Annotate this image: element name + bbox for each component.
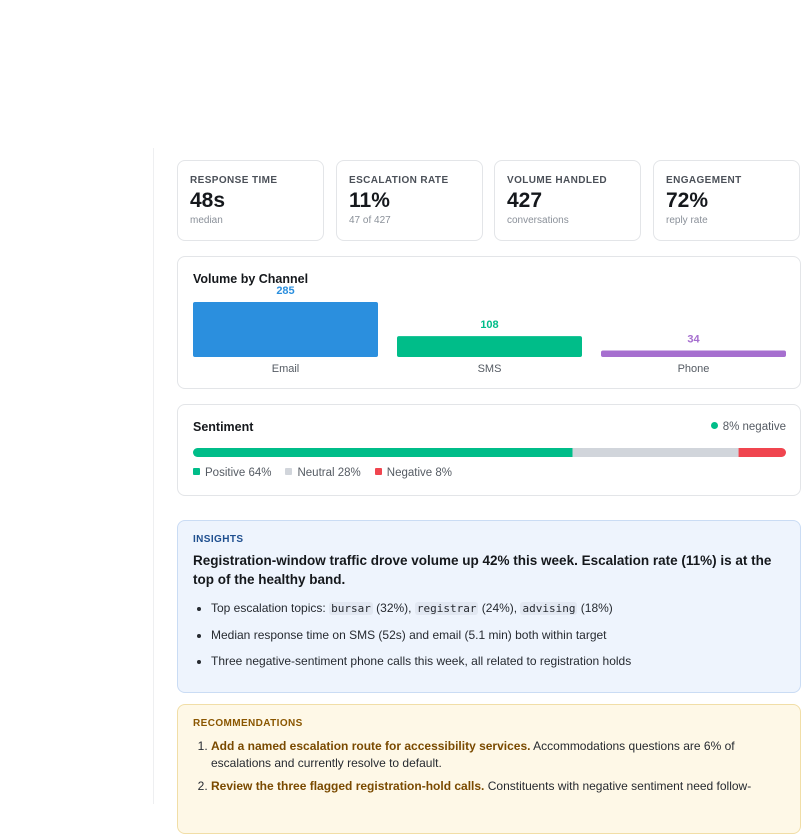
- kpi-sub: conversations: [507, 215, 569, 226]
- text-span: Three negative-sentiment phone calls thi…: [211, 654, 632, 668]
- kpi-sub: 47 of 427: [349, 215, 391, 226]
- kpi-label: RESPONSE TIME: [190, 175, 278, 186]
- recommendation-list: Add a named escalation route for accessi…: [193, 738, 785, 795]
- text-span: (18%): [577, 601, 613, 615]
- kpi-label: VOLUME HANDLED: [507, 175, 608, 186]
- bar: [193, 302, 378, 357]
- text-span: (24%),: [478, 601, 521, 615]
- kpi-value: 48s: [190, 189, 226, 212]
- category-label: SMS: [478, 363, 502, 375]
- bar: [397, 336, 582, 357]
- insight-item: Median response time on SMS (52s) and em…: [211, 627, 785, 643]
- value-label: 285: [276, 285, 294, 297]
- text-span: (32%),: [372, 601, 415, 615]
- kpi-card: ENGAGEMENT 72% reply rate: [653, 160, 800, 241]
- kpi-sub: median: [190, 215, 223, 226]
- legend-label: Positive 64%: [205, 467, 272, 479]
- insights-card: INSIGHTS Registration-window traffic dro…: [177, 520, 801, 693]
- recommendation-title: Add a named escalation route for accessi…: [211, 739, 531, 753]
- text-span: Median response time on SMS (52s) and em…: [211, 628, 607, 642]
- recommendation-item: Add a named escalation route for accessi…: [211, 738, 785, 772]
- recommendation-title: Review the three flagged registration-ho…: [211, 779, 485, 793]
- sentiment-card: Sentiment 8% negative Positive 64% Neutra…: [177, 404, 801, 496]
- section-heading: RECOMMENDATIONS: [193, 718, 303, 729]
- volume-card: Volume by Channel 285 Email 108 SMS 34 Phone: [177, 256, 801, 389]
- sentiment-segment: [572, 448, 739, 457]
- section-heading: INSIGHTS: [193, 534, 244, 545]
- sentiment-bar: [193, 448, 786, 457]
- legend-label: Negative 8%: [386, 467, 452, 479]
- card-title: Sentiment: [193, 420, 254, 434]
- category-label: Phone: [678, 363, 710, 375]
- kpi-sub: reply rate: [666, 215, 708, 226]
- recommendation-text: Constituents with negative sentiment nee…: [484, 779, 752, 793]
- sentiment-segment: [738, 448, 786, 457]
- kpi-label: ENGAGEMENT: [666, 175, 742, 186]
- recommendation-text: Accommodations questions are 6% of escal…: [211, 739, 735, 770]
- legend-item: Neutral 28%: [285, 467, 361, 479]
- divider: [153, 148, 154, 804]
- bar: [601, 350, 786, 357]
- kpi-value: 72%: [666, 189, 709, 212]
- code-span: bursar: [329, 602, 373, 615]
- card-title: Volume by Channel: [193, 272, 309, 286]
- page: RESPONSE TIME 48s median ESCALATION RATE 11%…: [0, 0, 812, 804]
- insight-list: Top escalation topics: bursar (32%), reg…: [193, 600, 785, 669]
- badge-dot: [710, 422, 718, 429]
- badge-text: 8% negative: [722, 421, 786, 433]
- value-label: 34: [687, 333, 700, 345]
- code-span: registrar: [414, 602, 479, 615]
- value-label: 108: [480, 319, 498, 331]
- category-label: Email: [272, 363, 300, 375]
- sentiment-segment: [193, 448, 573, 457]
- bar-chart: 285 Email 108 SMS 34 Phone: [193, 285, 786, 375]
- badge: 8% negative: [710, 421, 786, 433]
- insight-item: Three negative-sentiment phone calls thi…: [211, 653, 785, 669]
- legend-label: Neutral 28%: [297, 467, 361, 479]
- legend: Positive 64% Neutral 28% Negative 8%: [193, 467, 452, 479]
- kpi-card: VOLUME HANDLED 427 conversations: [494, 160, 641, 241]
- legend-item: Negative 8%: [374, 467, 452, 479]
- kpi-label: ESCALATION RATE: [349, 175, 449, 186]
- legend-swatch: [374, 468, 382, 475]
- headline: Registration-window traffic drove volume…: [193, 553, 772, 587]
- kpi-value: 11%: [349, 189, 390, 212]
- segments: [193, 448, 786, 457]
- recommendations-card: RECOMMENDATIONS Add a named escalation r…: [177, 704, 801, 834]
- kpi-card: ESCALATION RATE 11% 47 of 427: [336, 160, 483, 241]
- code-span: advising: [520, 602, 578, 615]
- insight-item: Top escalation topics: bursar (32%), reg…: [211, 600, 785, 617]
- legend-swatch: [285, 468, 293, 475]
- recommendation-item: Review the three flagged registration-ho…: [211, 778, 785, 795]
- legend-item: Positive 64%: [193, 467, 271, 479]
- kpi-card: RESPONSE TIME 48s median: [177, 160, 324, 241]
- text-span: Top escalation topics:: [211, 601, 330, 615]
- kpi-value: 427: [507, 189, 543, 212]
- legend-swatch: [193, 468, 200, 475]
